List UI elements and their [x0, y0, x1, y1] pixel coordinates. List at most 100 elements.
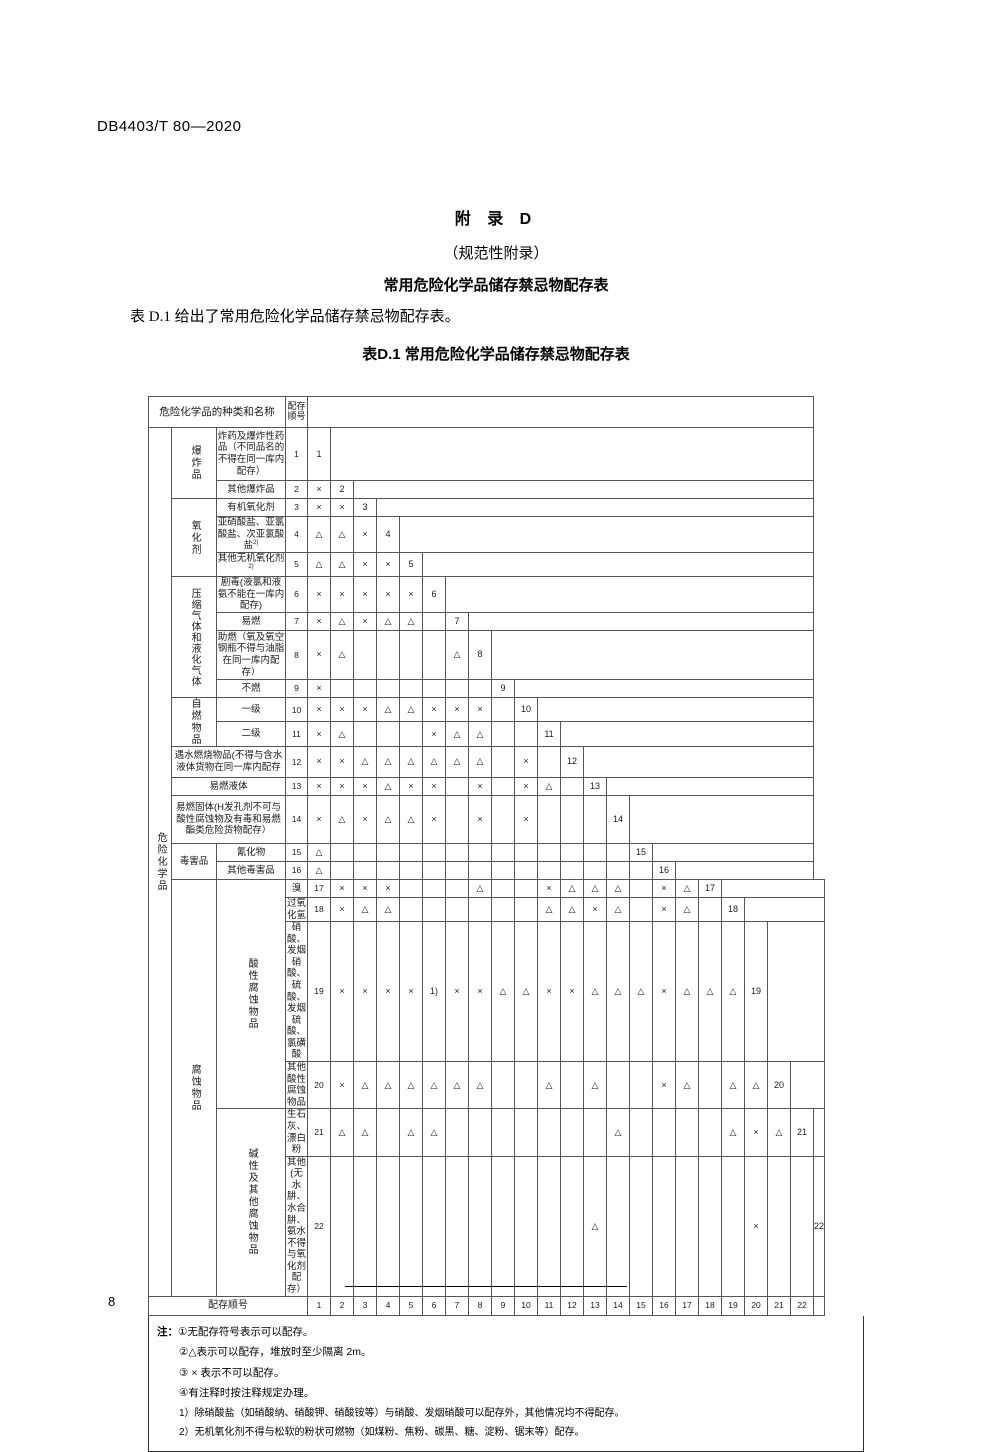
notes-label-line: 注：①无配存符号表示可以配存。: [157, 1326, 314, 1338]
matrix-cell: [399, 721, 423, 747]
matrix-row: 硝酸、发烟硝酸、硫酸、发烟硫酸、氯磺酸 19 × × × × 1) × × △ △ × × △ △ △ × △ △ △…: [149, 921, 826, 1063]
matrix-cell: [514, 842, 538, 862]
matrix-cell: [629, 860, 653, 880]
row-label: 亚硝酸盐、亚氯酸盐、次亚氯酸盐2): [216, 516, 286, 553]
row-order-number: 5: [285, 551, 308, 578]
empty-spacer: [766, 921, 826, 1063]
matrix-cell: [445, 794, 469, 844]
matrix-cell: ×: [445, 696, 469, 723]
matrix-cell: [491, 776, 515, 796]
matrix-cell: [629, 1108, 653, 1157]
matrix-cell: △: [399, 696, 423, 723]
matrix-cell: ×: [537, 878, 561, 898]
group-corrosive: 腐蚀物品: [171, 878, 217, 1297]
row-label: 二级: [216, 721, 286, 747]
row-label: 其他(无水肼、水合肼、氨水不得与氧化剂配存）: [285, 1155, 308, 1297]
matrix-row: 氧化剂 有机氧化剂 3 × × 3: [149, 497, 825, 578]
matrix-cell: [537, 1155, 561, 1297]
matrix-cell: [560, 1108, 584, 1157]
matrix-row: 其他酸性腐蚀物品 20 × △ △ △ △ △ △ △ △ × △ △ △ 20: [149, 1061, 826, 1110]
matrix-cell: ×: [583, 896, 607, 923]
footer-column-number: 8: [468, 1295, 492, 1316]
matrix-row: 碱性及其他腐蚀物品 生石灰、漂白粉 21 △ △ △ △ △ △ × △ 21: [149, 1108, 826, 1297]
row-label: 生石灰、漂白粉: [285, 1108, 308, 1157]
row-order-number: 22: [307, 1155, 331, 1297]
matrix-cell: [376, 1155, 400, 1297]
matrix-cell: [583, 842, 607, 862]
matrix-cell: △: [583, 878, 607, 898]
empty-spacer: [468, 611, 814, 631]
matrix-cell: [376, 629, 400, 680]
matrix-cell: △: [399, 794, 423, 844]
footer-column-number: 14: [606, 1295, 630, 1316]
empty-spacer: [812, 1108, 826, 1157]
matrix-cell: 6: [422, 576, 446, 613]
matrix-cell: ×: [307, 794, 331, 844]
matrix-cell: [445, 776, 469, 796]
row-label: 其他酸性腐蚀物品: [285, 1061, 308, 1110]
empty-spacer: [789, 1061, 826, 1110]
matrix-cell: 16: [652, 860, 676, 880]
footer-column-number: 20: [744, 1295, 768, 1316]
matrix-cell: ×: [307, 776, 331, 796]
note-footnote: 1）除硝酸盐（如硝酸纳、硝酸钾、硝酸铵等）与硝酸、发烟硝酸可以配存外，其他情况均…: [179, 1407, 625, 1419]
matrix-cell: △: [537, 896, 561, 923]
row-order-number: 3: [285, 498, 308, 517]
matrix-cell: [445, 860, 469, 880]
row-order-number: 18: [307, 896, 331, 923]
matrix-cell: ×: [399, 921, 423, 1063]
matrix-cell: ×: [330, 896, 354, 923]
matrix-cell: [583, 860, 607, 880]
matrix-cell: △: [445, 629, 469, 680]
matrix-cell: [445, 842, 469, 862]
matrix-cell: [468, 860, 492, 880]
row-order-number: 8: [285, 629, 308, 680]
matrix-cell: 21: [790, 1108, 814, 1157]
matrix-cell: △: [399, 745, 423, 778]
matrix-cell: △: [353, 1108, 377, 1157]
matrix-cell: [629, 1155, 653, 1297]
matrix-cell: [376, 1108, 400, 1157]
group-oxidizers: 氧化剂: [171, 497, 217, 578]
document-header-code: DB4403/T 80—2020: [97, 118, 242, 135]
matrix-cell: ×: [468, 696, 492, 723]
row-order-number: 10: [285, 696, 308, 723]
row-order-number: 7: [285, 611, 308, 631]
compatibility-matrix-table: 危险化学品的种类和名称 配存顺号 危险化学品 爆炸品 炸药及爆炸性药品（不同品名的不得在…: [148, 396, 826, 1316]
matrix-cell: △: [376, 794, 400, 844]
matrix-cell: [629, 896, 653, 923]
matrix-cell: ×: [307, 498, 331, 517]
matrix-cell: [445, 896, 469, 923]
empty-spacer: [353, 480, 814, 499]
matrix-cell: △: [606, 921, 630, 1063]
matrix-cell: [353, 721, 377, 747]
row-order-number: 15: [285, 842, 308, 862]
matrix-row: 助燃（氧及氧空钢瓶不得与油脂在同一库内配存） 8 × △ △ 8: [149, 629, 825, 680]
matrix-cell: 13: [583, 776, 607, 796]
matrix-cell: 19: [744, 921, 768, 1063]
page-number: 8: [108, 1294, 116, 1309]
footer-column-number: 18: [698, 1295, 722, 1316]
footer-column-number: 17: [675, 1295, 699, 1316]
matrix-cell: [514, 896, 538, 923]
empty-spacer: [720, 878, 826, 898]
empty-spacer: [560, 721, 814, 747]
matrix-cell: ×: [537, 921, 561, 1063]
matrix-cell: △: [330, 721, 354, 747]
matrix-cell: △: [721, 921, 745, 1063]
matrix-cell: △: [744, 1061, 768, 1110]
footer-column-number: 7: [445, 1295, 469, 1316]
matrix-cell: △: [330, 629, 354, 680]
row-order-number: 4: [285, 516, 308, 553]
matrix-cell: ×: [422, 776, 446, 796]
matrix-cell: ×: [514, 794, 538, 844]
matrix-cell: ×: [330, 1061, 354, 1110]
empty-spacer: [629, 794, 814, 844]
matrix-cell: [606, 842, 630, 862]
matrix-cell: [353, 842, 377, 862]
row-label: 一级: [216, 696, 286, 723]
matrix-row: 遇水燃烧物品(不得与含水液体货物在同一库内配存 12 × × △ △ △ △ △ △ × 12: [149, 745, 825, 778]
matrix-cell: ×: [307, 480, 331, 499]
empty-spacer: [743, 896, 826, 923]
matrix-cell: 5: [399, 551, 423, 578]
